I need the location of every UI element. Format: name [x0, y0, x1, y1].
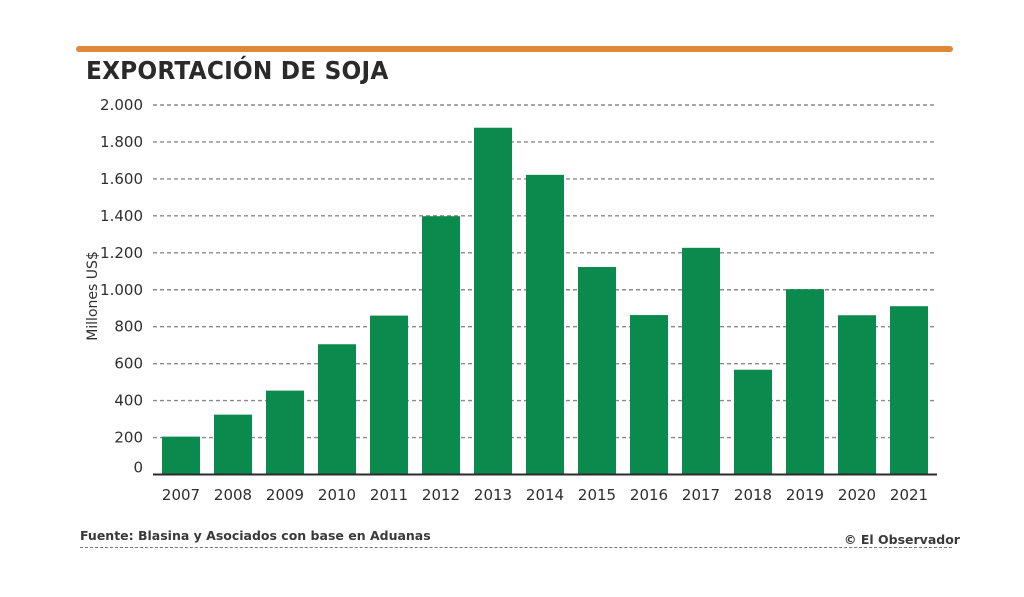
bar-2013: [474, 127, 512, 475]
bar-2007: [162, 436, 200, 475]
bar-2008: [214, 414, 252, 475]
bar-2009: [266, 390, 304, 475]
x-tick-label: 2014: [526, 486, 564, 504]
top-accent-rule: [76, 46, 953, 52]
x-tick-label: 2020: [838, 486, 876, 504]
footer-divider: [80, 547, 952, 548]
x-tick-label: 2013: [474, 486, 512, 504]
y-tick-label: 200: [114, 429, 143, 447]
bar-2021: [890, 306, 928, 475]
x-tick-label: 2018: [734, 486, 772, 504]
y-axis-label: Millones US$: [85, 251, 101, 341]
bar-2017: [682, 247, 720, 475]
x-tick-label: 2021: [890, 486, 928, 504]
x-tick-label: 2015: [578, 486, 616, 504]
x-tick-label: 2009: [266, 486, 304, 504]
y-tick-label: 1.600: [100, 170, 143, 188]
bar-2010: [318, 344, 356, 475]
x-tick-label: 2012: [422, 486, 460, 504]
copyright-credit: © El Observador: [844, 532, 960, 547]
bar-2019: [786, 289, 824, 475]
bar-2015: [578, 267, 616, 475]
y-tick-label: 400: [114, 392, 143, 410]
x-tick-label: 2011: [370, 486, 408, 504]
y-tick-label: 1.400: [100, 207, 143, 225]
bar-2018: [734, 369, 772, 475]
x-tick-label: 2010: [318, 486, 356, 504]
bars: [162, 127, 928, 475]
x-tick-label: 2019: [786, 486, 824, 504]
y-tick-label: 2.000: [100, 96, 143, 114]
bar-2011: [370, 315, 408, 475]
y-tick-label: 1.000: [100, 281, 143, 299]
x-tick-label: 2016: [630, 486, 668, 504]
source-note: Fuente: Blasina y Asociados con base en …: [80, 528, 431, 543]
bar-2014: [526, 174, 564, 475]
x-tick-label: 2017: [682, 486, 720, 504]
x-tick-labels: 2007 2008 2009 2010 2011 2012 2013 2014 2015 2016…: [162, 486, 928, 504]
x-tick-label: 2007: [162, 486, 200, 504]
x-tick-label: 2008: [214, 486, 252, 504]
bar-2020: [838, 315, 876, 475]
y-tick-label: 800: [114, 318, 143, 336]
y-tick-labels: 0 200 400 600 800 1.000 1.200 1.400 1.600 1.800 2.…: [100, 96, 143, 477]
y-tick-label: 1.200: [100, 244, 143, 262]
bar-2012: [422, 216, 460, 475]
chart-title: EXPORTACIÓN DE SOJA: [86, 56, 389, 85]
y-tick-label: 600: [114, 355, 143, 373]
y-tick-label: 1.800: [100, 133, 143, 151]
y-tick-label: 0: [133, 459, 143, 477]
bar-2016: [630, 315, 668, 475]
